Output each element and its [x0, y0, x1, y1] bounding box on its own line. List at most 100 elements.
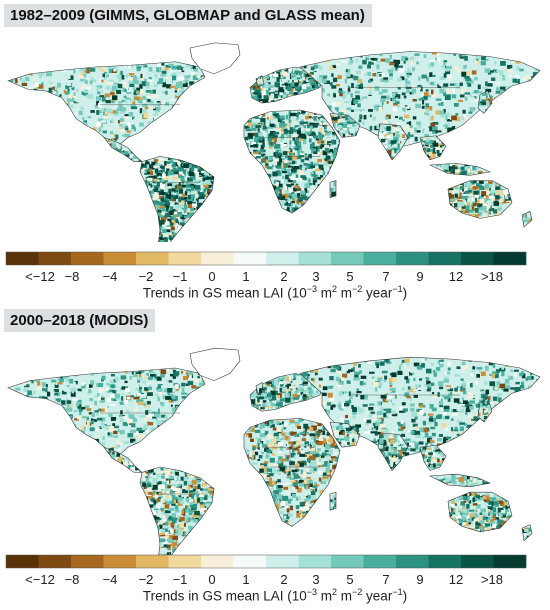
land-australia [448, 492, 512, 532]
land-japan [478, 398, 492, 422]
legend-swatch [396, 555, 429, 568]
legend-tick-label: −2 [139, 572, 154, 587]
legend-tick-label: 5 [346, 269, 353, 284]
land-greenland [190, 348, 240, 381]
panel-1982-2009: 1982–2009 (GIMMS, GLOBMAP and GLASS mean… [4, 4, 541, 301]
land-north-america [8, 368, 205, 457]
legend-tick-label: 2 [280, 572, 287, 587]
legend-swatch [168, 252, 202, 265]
border-india [377, 432, 409, 472]
border-uk [255, 75, 265, 89]
legend-swatch [71, 252, 104, 265]
legend-tick-label: −1 [173, 572, 188, 587]
legend-swatch [461, 555, 494, 568]
legend-tick-label: 12 [449, 269, 463, 284]
legend-tick-label: −1 [173, 269, 188, 284]
border-japan [477, 90, 493, 114]
legend-swatch [168, 555, 202, 568]
land-southeast-asia [420, 135, 446, 160]
border-uk [255, 381, 265, 396]
border-southeast-asia [419, 445, 447, 471]
legend-tick-label: −8 [65, 572, 80, 587]
border-north-america [7, 367, 206, 457]
border-indonesia [428, 163, 491, 176]
land-new-zealand [522, 524, 532, 541]
legend-swatch [363, 555, 397, 568]
border-japan [477, 398, 493, 423]
border-south-america [139, 156, 215, 242]
land-africa [244, 109, 340, 214]
border-australia [447, 180, 513, 219]
legend-tick-label: 3 [312, 572, 319, 587]
border-india [377, 123, 409, 161]
land-north-america [8, 61, 205, 147]
legend-tick-label: 3 [312, 269, 319, 284]
legend-tick-label: 9 [416, 269, 423, 284]
legend-swatch [233, 252, 267, 265]
legend-tick-label: >18 [481, 269, 503, 284]
legend-swatch [266, 555, 299, 568]
land-south-america [140, 467, 214, 555]
border-australia [447, 491, 513, 533]
legend-swatch [6, 555, 39, 568]
legend-swatch [493, 555, 527, 568]
border-arabia [329, 113, 361, 138]
legend-frame [5, 554, 527, 569]
border-madagascar [329, 180, 337, 199]
legend-swatch [136, 555, 169, 568]
legend-label: Trends in GS mean LAI (10−3 m2 m−2 year−… [142, 284, 408, 301]
legend-tick-label: 7 [382, 269, 389, 284]
legend-tick-label: 1 [242, 572, 249, 587]
border-africa [243, 109, 341, 214]
legend-frame [5, 251, 527, 266]
legend-tick-label: <−12 [25, 572, 55, 587]
legend-swatch [6, 252, 39, 265]
land-greenland [190, 42, 240, 74]
trend-map-2000-2018 [7, 347, 541, 555]
color-legend: <−12 −8 −4 −2 −1 0 1 2 3 5 7 9 12 >18 [5, 554, 527, 587]
legend-swatch [298, 555, 332, 568]
panel-title: 2000–2018 (MODIS) [4, 309, 156, 332]
legend-swatch [396, 252, 429, 265]
legend-swatch [71, 555, 104, 568]
legend-swatch [233, 555, 267, 568]
legend-tick-label: −2 [139, 269, 154, 284]
border-new-zealand [521, 524, 533, 542]
border-greenland [189, 347, 241, 381]
legend-swatch [493, 252, 527, 265]
panel-2000-2018: 2000–2018 (MODIS) <−12 −8 −4 −2 −1 0 1 2 3 5 7 9 12 >… [0, 305, 550, 610]
legend-tick-label: −4 [103, 269, 118, 284]
border-south-america [139, 466, 215, 555]
legend-swatch [363, 252, 397, 265]
land-southeast-asia [420, 445, 446, 471]
legend-swatch [428, 555, 462, 568]
legend-tick-label: 7 [382, 572, 389, 587]
border-southeast-asia [419, 135, 447, 161]
land-africa [244, 418, 340, 527]
land-indonesia [430, 163, 490, 176]
legend-swatch [201, 252, 234, 265]
panel-title: 1982–2009 (GIMMS, GLOBMAP and GLASS mean… [4, 4, 372, 27]
legend-swatch [331, 252, 364, 265]
legend-tick-label: 9 [416, 572, 423, 587]
border-greenland [189, 42, 241, 75]
legend-swatch [201, 555, 234, 568]
legend-tick-label: −4 [103, 572, 118, 587]
legend-tick-label: 12 [449, 572, 463, 587]
border-indonesia [428, 473, 491, 488]
border-europe [249, 66, 323, 104]
border-new-zealand [521, 211, 533, 228]
legend-swatch [38, 252, 72, 265]
legend-swatch [428, 252, 462, 265]
border-north-america [7, 61, 206, 147]
legend-tick-label: 2 [280, 269, 287, 284]
land-madagascar [330, 180, 336, 198]
legend-swatch [331, 555, 364, 568]
legend-tick-label: 0 [208, 572, 215, 587]
legend-swatch [103, 555, 137, 568]
legend-tick-label: >18 [481, 572, 503, 587]
border-europe [249, 373, 323, 412]
land-central-america [104, 447, 142, 473]
legend-swatch [38, 555, 72, 568]
border-madagascar [329, 491, 337, 511]
